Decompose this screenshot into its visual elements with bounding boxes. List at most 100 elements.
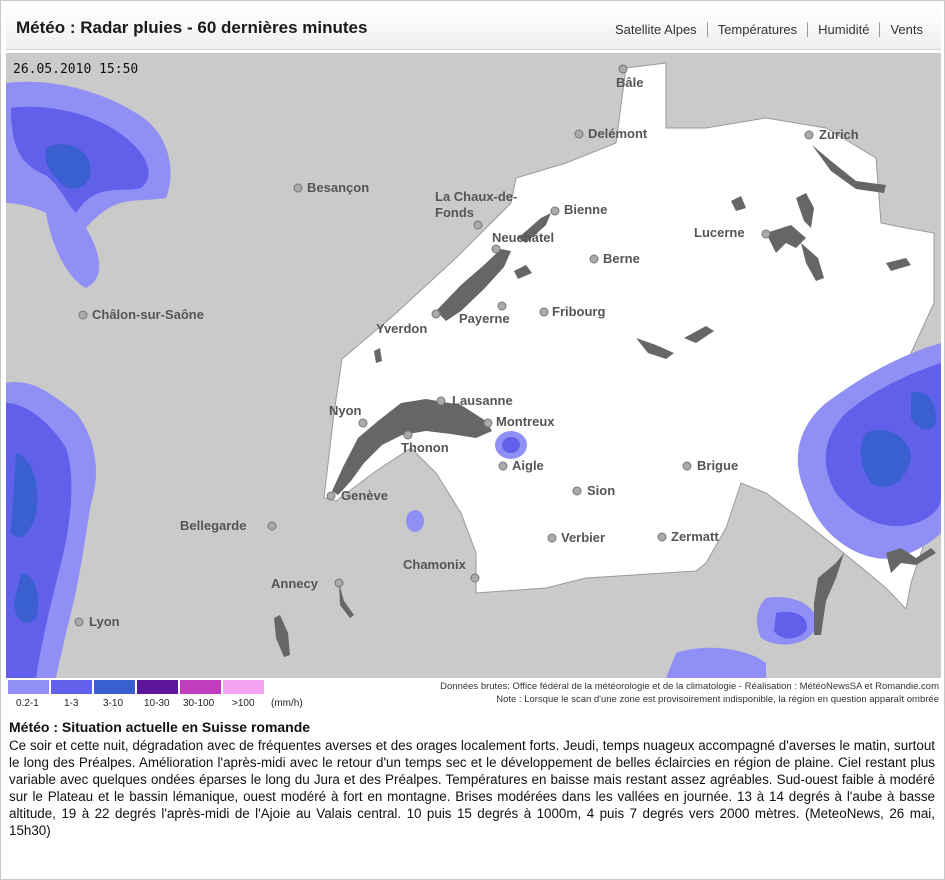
nav-vents[interactable]: Vents	[879, 22, 933, 37]
marker-aigle	[498, 461, 508, 471]
city-label-chalon: Châlon-sur-Saône	[92, 307, 204, 322]
lake-neuchatel	[436, 249, 511, 321]
city-label-zermatt: Zermatt	[671, 529, 719, 544]
header-bar: Météo : Radar pluies - 60 dernières minu…	[6, 6, 941, 50]
legend-range-3: 10-30	[144, 698, 170, 709]
city-label-lyon: Lyon	[89, 614, 120, 629]
legend-unit: (mm/h)	[271, 698, 303, 709]
city-label-bale: Bâle	[616, 75, 644, 90]
city-label-annecy: Annecy	[271, 576, 318, 591]
bulletin-text: Ce soir et cette nuit, dégradation avec …	[9, 738, 935, 838]
marker-annecy	[334, 578, 344, 588]
lake-sempach	[731, 196, 746, 211]
city-label-fonds: Fonds	[435, 205, 474, 220]
lake-annecy	[339, 583, 354, 618]
marker-berne	[589, 254, 599, 264]
marker-zermatt	[657, 532, 667, 542]
lake-maggiore	[814, 553, 844, 635]
marker-neuchatel	[491, 244, 501, 254]
marker-thonon	[403, 430, 413, 440]
bulletin-title: Météo : Situation actuelle en Suisse rom…	[9, 719, 311, 735]
city-label-besancon: Besançon	[307, 180, 370, 195]
city-label-geneve: Genève	[341, 488, 388, 503]
lake-brienz	[684, 326, 714, 343]
radar-timestamp: 26.05.2010 15:50	[13, 62, 139, 77]
lake-morat	[514, 265, 532, 279]
legend-swatch-5	[223, 680, 264, 694]
lake-joux	[374, 348, 382, 363]
precip-east	[797, 343, 941, 559]
precip-local	[406, 431, 527, 532]
weather-bulletin: Météo : Situation actuelle en Suisse rom…	[9, 718, 935, 839]
swiss-region	[323, 62, 935, 611]
marker-lucerne	[761, 229, 771, 239]
nav-humidite[interactable]: Humidité	[807, 22, 879, 37]
nav-temperatures[interactable]: Températures	[706, 22, 807, 37]
top-nav: Satellite Alpes Températures Humidité Ve…	[605, 22, 933, 37]
marker-bale	[618, 64, 628, 74]
marker-chamonix	[470, 573, 480, 583]
city-label-lausanne: Lausanne	[452, 393, 513, 408]
marker-geneve	[326, 491, 336, 501]
lake-leman	[332, 399, 492, 495]
precip-besancon	[6, 81, 171, 288]
credits-source: Données brutes: Office fédéral de la mét…	[440, 681, 939, 692]
marker-bienne	[550, 206, 560, 216]
lake-zurich	[812, 145, 886, 193]
legend-range-2: 3-10	[103, 698, 124, 709]
legend-range-4: 30-100	[183, 698, 215, 709]
city-label-lucerne: Lucerne	[694, 225, 745, 240]
legend-swatch-0	[8, 680, 49, 694]
city-label-la-chaux-de: La Chaux-de-	[435, 189, 518, 204]
city-label-delemont: Delémont	[588, 126, 648, 141]
city-label-brigue: Brigue	[697, 458, 739, 473]
legend-range-0: 0.2-1	[16, 698, 39, 709]
city-label-neuchatel: Neuchâtel	[492, 230, 555, 245]
marker-lausanne	[436, 396, 446, 406]
city-label-yverdon: Yverdon	[376, 321, 428, 336]
lake-walen	[886, 258, 911, 271]
city-label-chamonix: Chamonix	[403, 557, 466, 572]
city-label-thonon: Thonon	[401, 440, 449, 455]
city-label-bienne: Bienne	[564, 202, 608, 217]
radar-map: 26.05.2010 15:50 Bâle Delémont Zurich Be…	[6, 53, 941, 678]
marker-payerne	[497, 301, 507, 311]
marker-lyon	[74, 617, 84, 627]
lake-lucerne	[766, 225, 806, 253]
marker-bellegarde	[267, 521, 277, 531]
city-label-aigle: Aigle	[512, 458, 544, 473]
radar-map-canvas	[6, 62, 941, 678]
legend-swatch-3	[137, 680, 178, 694]
marker-delemont	[574, 129, 584, 139]
city-label-fribourg: Fribourg	[552, 304, 606, 319]
lake-bienne	[518, 213, 551, 243]
legend-range-5: >100	[232, 698, 255, 709]
page-title: Météo : Radar pluies - 60 dernières minu…	[16, 18, 368, 37]
city-label-nyon: Nyon	[329, 403, 362, 418]
marker-sion	[572, 486, 582, 496]
city-label-montreux: Montreux	[496, 414, 555, 429]
city-markers	[74, 64, 814, 627]
lake-bourget	[274, 615, 290, 657]
city-label-bellegarde: Bellegarde	[180, 518, 247, 533]
city-label-berne: Berne	[603, 251, 640, 266]
marker-zurich	[804, 130, 814, 140]
marker-nyon	[358, 418, 368, 428]
city-label-sion: Sion	[587, 483, 616, 498]
legend-range-1: 1-3	[64, 698, 79, 709]
lakes	[274, 145, 936, 657]
marker-chaux-de-fonds	[473, 220, 483, 230]
marker-besancon	[293, 183, 303, 193]
data-credits: Données brutes: Office fédéral de la mét…	[440, 680, 939, 706]
nav-satellite-alpes[interactable]: Satellite Alpes	[615, 22, 697, 37]
precip-west	[6, 382, 96, 678]
marker-montreux	[483, 418, 493, 428]
legend-swatch-4	[180, 680, 221, 694]
legend-swatch-2	[94, 680, 135, 694]
marker-verbier	[547, 533, 557, 543]
legend-swatch-1	[51, 680, 92, 694]
city-label-payerne: Payerne	[459, 311, 510, 326]
marker-brigue	[682, 461, 692, 471]
precip-south	[666, 597, 817, 678]
